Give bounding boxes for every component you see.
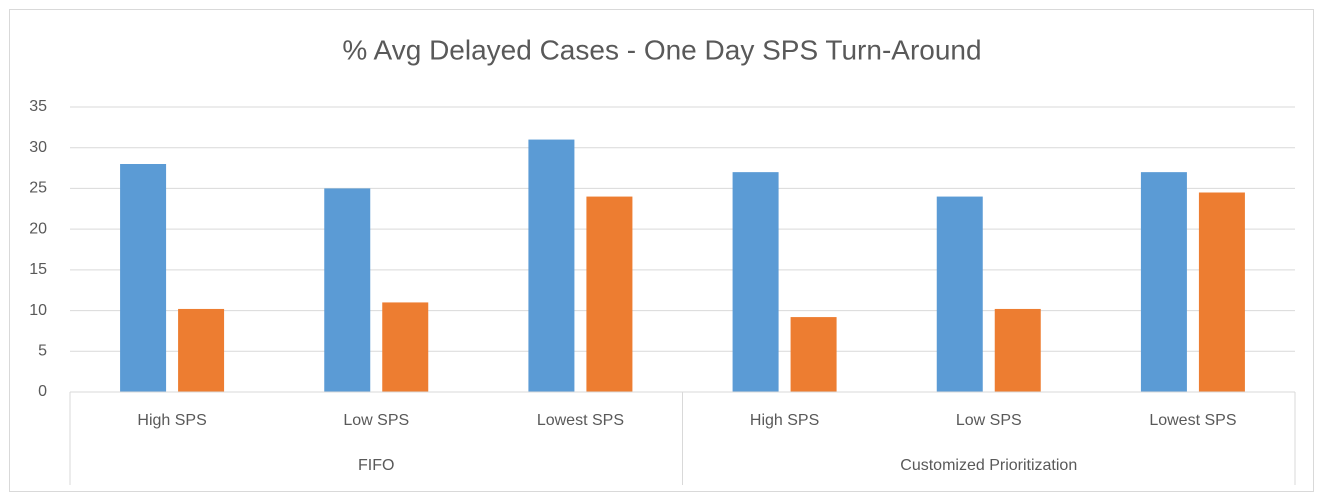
y-tick-label: 20 xyxy=(29,220,47,237)
chart-title: % Avg Delayed Cases - One Day SPS Turn-A… xyxy=(342,34,981,65)
bar xyxy=(528,139,575,392)
x-tick-label: High SPS xyxy=(750,412,819,429)
bar xyxy=(120,164,167,392)
group-label: Customized Prioritization xyxy=(900,457,1077,474)
y-tick-label: 25 xyxy=(29,180,47,197)
bar xyxy=(1198,192,1245,392)
y-tick-label: 35 xyxy=(29,98,47,115)
bar xyxy=(732,172,779,392)
bar xyxy=(178,308,225,392)
x-tick-label: High SPS xyxy=(137,412,206,429)
bar xyxy=(586,196,633,392)
bar xyxy=(994,308,1041,392)
bar xyxy=(382,302,429,392)
y-tick-label: 0 xyxy=(38,383,47,400)
bar xyxy=(324,188,371,392)
chart-border xyxy=(9,9,1314,492)
x-tick-label: Lowest SPS xyxy=(537,412,624,429)
y-tick-label: 10 xyxy=(29,302,47,319)
bar xyxy=(936,196,983,392)
bar xyxy=(1140,172,1187,392)
bar xyxy=(790,317,837,392)
y-tick-label: 15 xyxy=(29,261,47,278)
x-tick-label: Low SPS xyxy=(956,412,1022,429)
group-label: FIFO xyxy=(358,457,394,474)
x-tick-label: Low SPS xyxy=(343,412,409,429)
x-tick-label: Lowest SPS xyxy=(1149,412,1236,429)
y-tick-label: 30 xyxy=(29,139,47,156)
y-tick-label: 5 xyxy=(38,343,47,360)
